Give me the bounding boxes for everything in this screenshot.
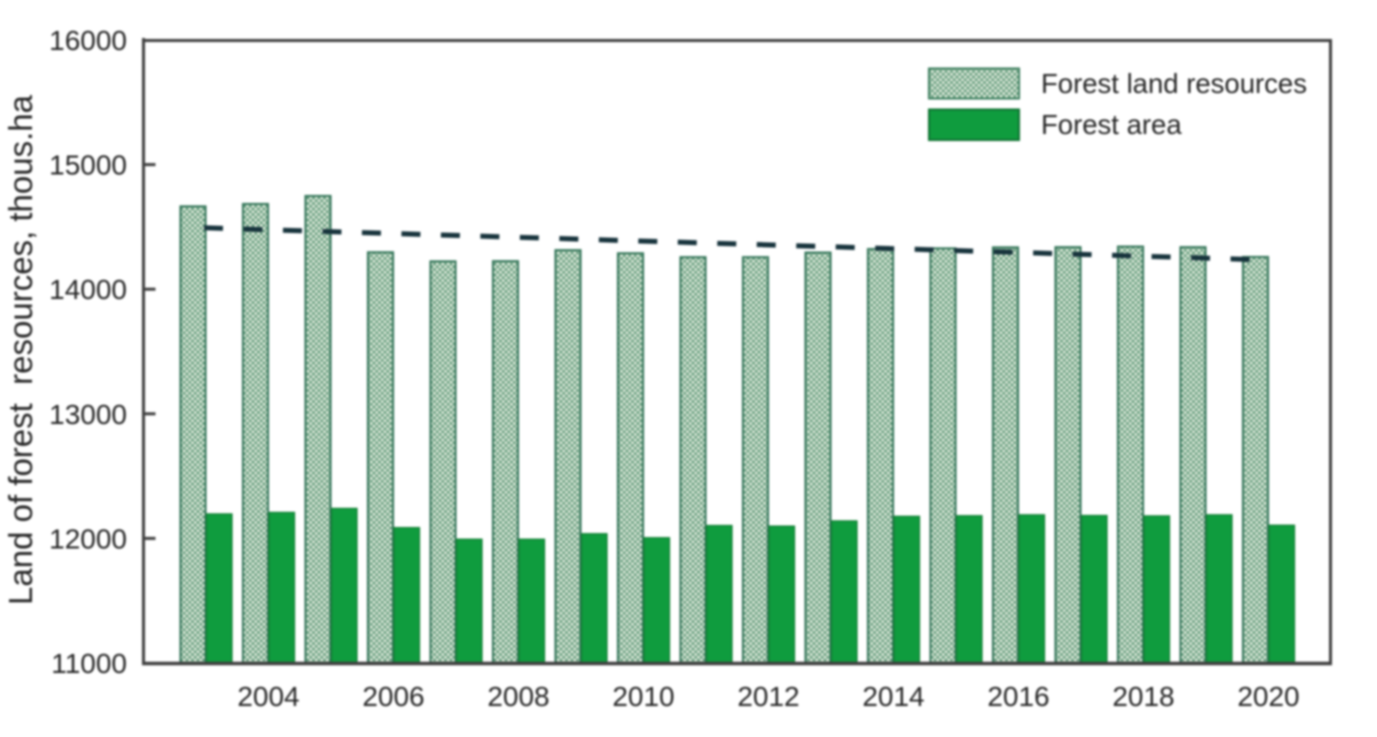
svg-text:2008: 2008: [487, 681, 549, 712]
svg-text:Land of forest resources, tho: Land of forest resources, thous.ha: [2, 94, 39, 605]
svg-text:13000: 13000: [49, 399, 127, 430]
svg-text:2020: 2020: [1237, 681, 1299, 712]
svg-text:11000: 11000: [51, 648, 127, 679]
svg-text:2018: 2018: [1112, 681, 1174, 712]
svg-text:2004: 2004: [237, 681, 299, 712]
svg-text:2016: 2016: [987, 681, 1049, 712]
svg-text:2010: 2010: [612, 681, 674, 712]
svg-text:15000: 15000: [49, 150, 127, 181]
svg-text:2012: 2012: [737, 681, 799, 712]
svg-text:Forest land resources: Forest land resources: [1041, 68, 1307, 99]
svg-text:12000: 12000: [49, 523, 127, 554]
svg-text:14000: 14000: [49, 274, 127, 305]
svg-text:2014: 2014: [862, 681, 924, 712]
svg-text:Forest area: Forest area: [1041, 109, 1182, 140]
svg-text:2006: 2006: [362, 681, 424, 712]
svg-text:16000: 16000: [49, 25, 127, 56]
